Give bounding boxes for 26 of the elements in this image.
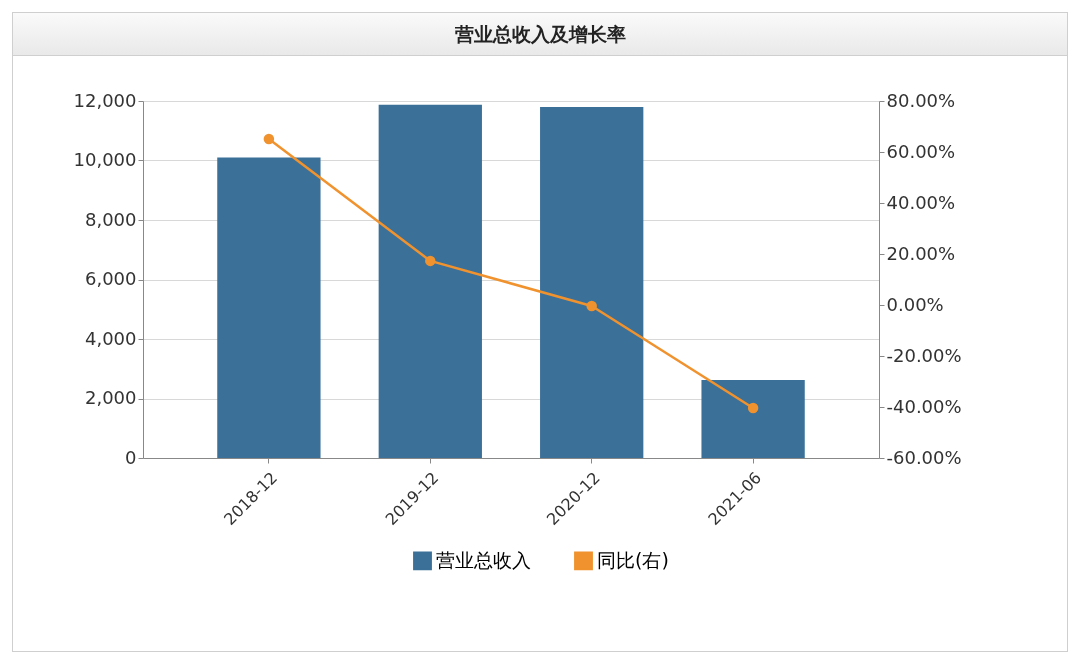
bar <box>701 380 805 458</box>
y2-tick-label: 40.00% <box>886 191 956 213</box>
bar <box>540 106 644 458</box>
legend-label: 营业总收入 <box>436 548 531 571</box>
y2-tick-label: 20.00% <box>886 242 956 264</box>
y2-tick-label: -20.00% <box>886 344 962 366</box>
point <box>263 133 275 145</box>
y2-tick-label: 0.00% <box>886 293 944 315</box>
y2-tick-label: -60.00% <box>886 446 962 468</box>
bar <box>378 104 482 458</box>
y-tick-label: 8,000 <box>84 208 137 230</box>
y-tick-label: 12,000 <box>73 89 137 111</box>
y-tick-label: 6,000 <box>84 268 137 289</box>
point <box>425 255 436 267</box>
y-tick-label: 2,000 <box>84 387 137 408</box>
bar <box>217 157 321 458</box>
point <box>586 300 597 312</box>
y-tick-label: 4,000 <box>84 327 137 349</box>
y2-tick-label: 60.00% <box>886 140 956 162</box>
legend-label: 同比(右) <box>597 548 669 571</box>
y-tick-label: 0 <box>125 446 137 468</box>
chart-title: 营业总收入及增长率 <box>13 13 1067 56</box>
point <box>747 402 759 414</box>
y2-tick-label: -40.00% <box>886 395 962 417</box>
y-tick-label: 10,000 <box>73 149 137 170</box>
y2-tick-label: 80.00% <box>886 89 956 111</box>
